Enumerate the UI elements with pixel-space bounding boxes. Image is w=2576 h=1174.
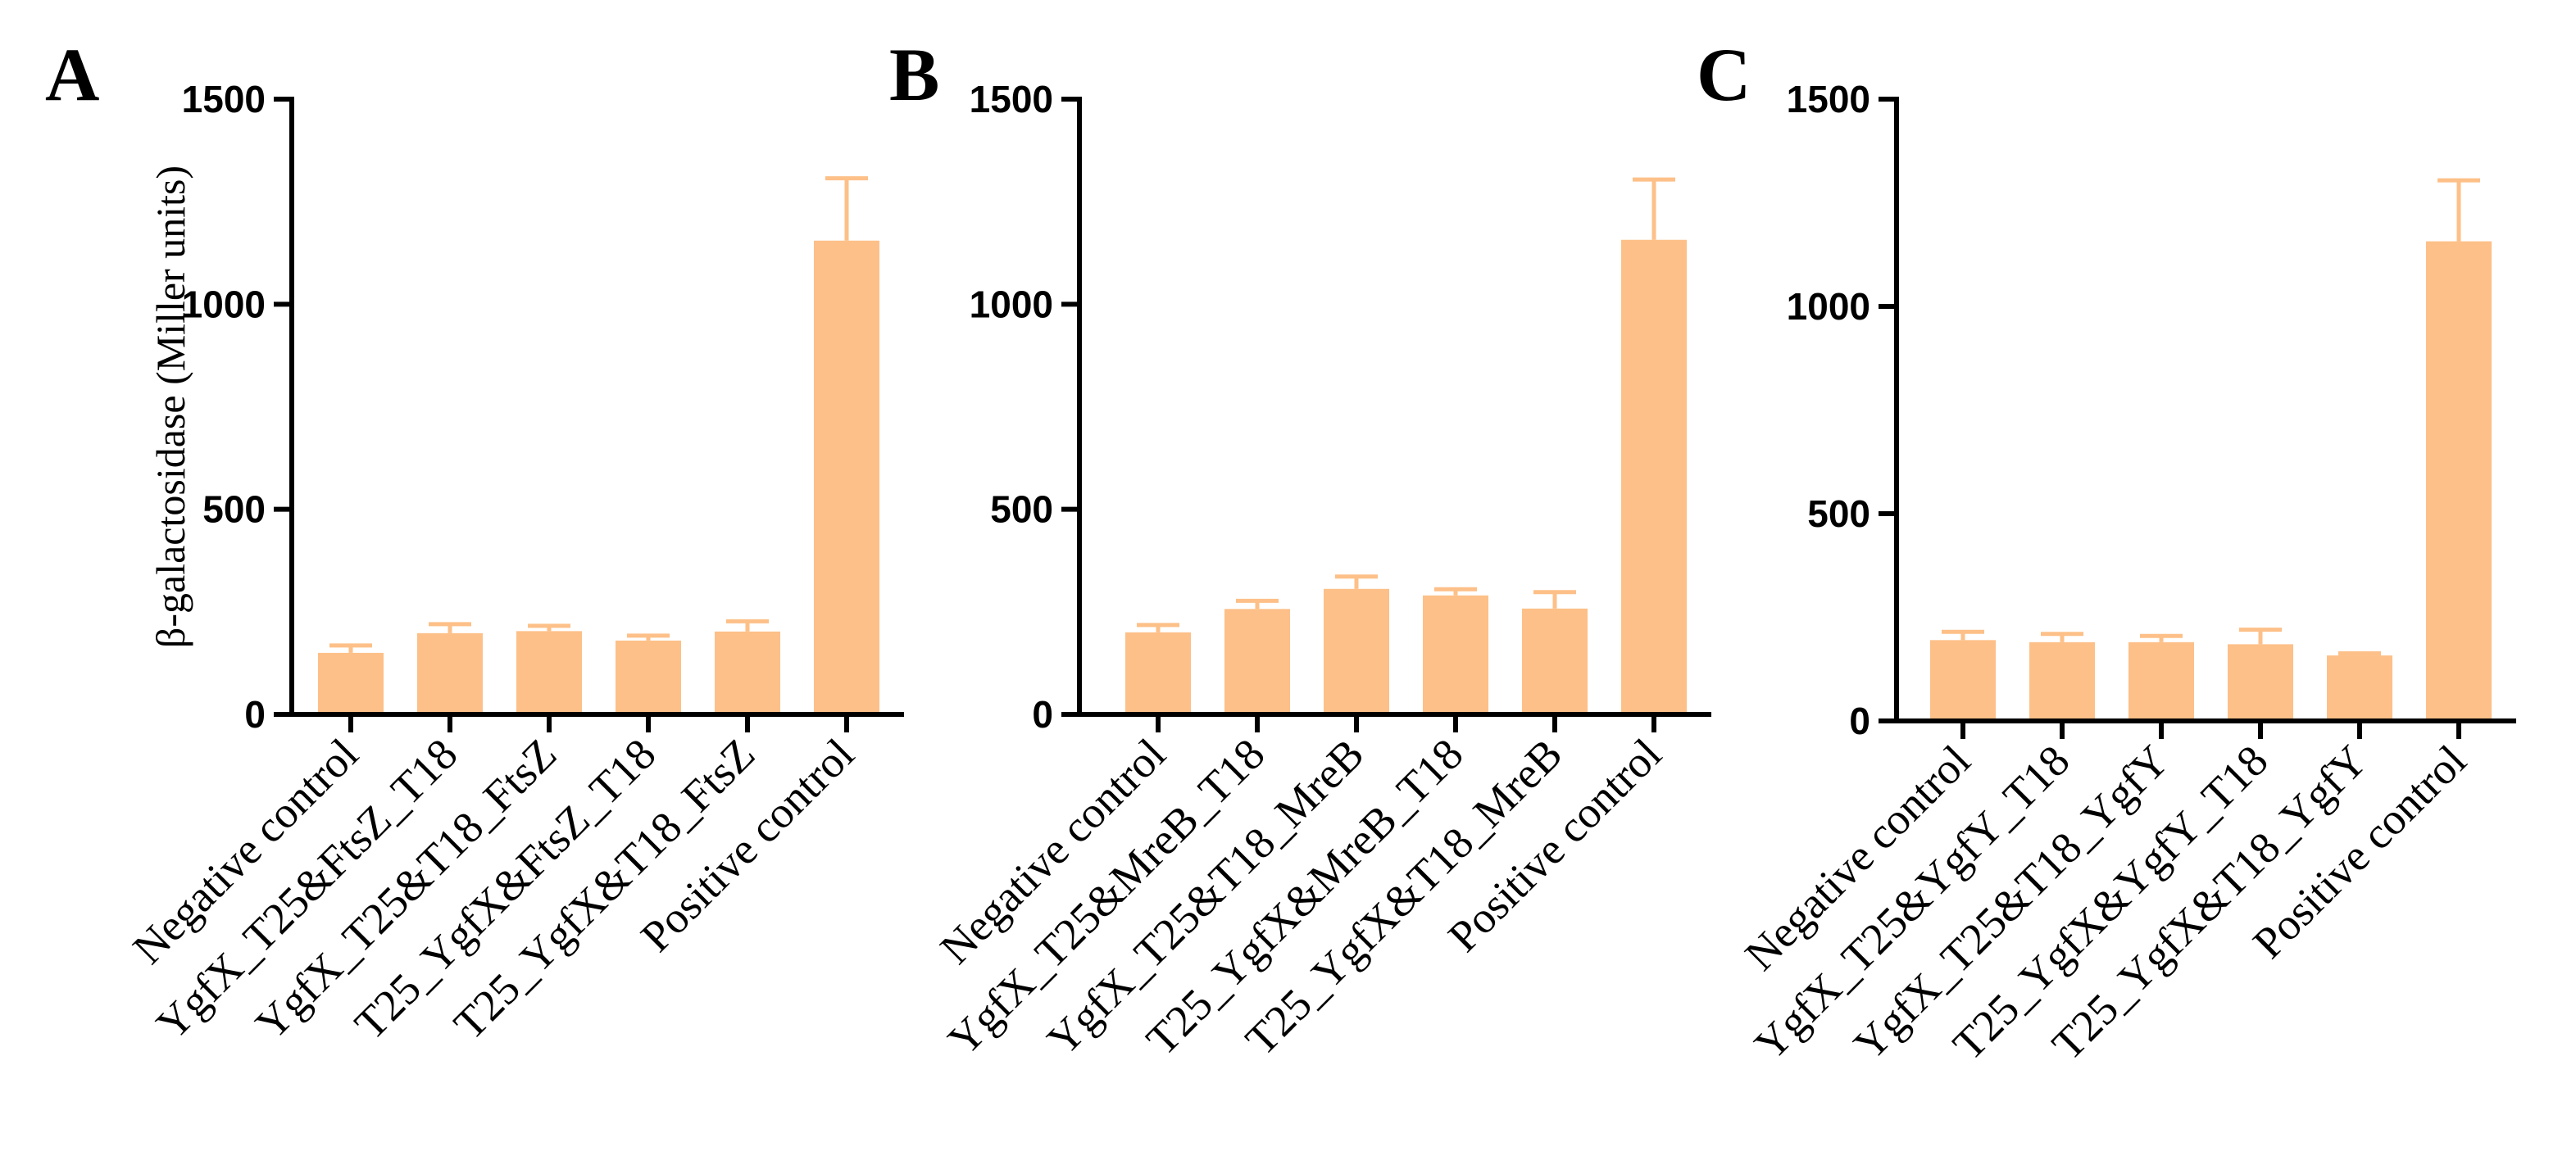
y-tick-label: 0 xyxy=(1849,700,1870,742)
bar xyxy=(2029,641,2095,721)
panel-letter: C xyxy=(1697,33,1751,116)
bar xyxy=(616,640,681,714)
bar xyxy=(516,631,582,714)
y-tick-label: 500 xyxy=(202,488,266,531)
y-tick-label: 1000 xyxy=(182,283,266,325)
y-tick-label: 0 xyxy=(244,693,266,736)
y-tick-label: 0 xyxy=(1032,693,1053,736)
bar xyxy=(1423,595,1488,714)
bar xyxy=(2128,641,2194,721)
panel-letter: A xyxy=(45,33,99,116)
bar xyxy=(715,631,780,714)
bar xyxy=(814,240,879,715)
y-tick-label: 500 xyxy=(990,488,1053,531)
bar xyxy=(2327,655,2392,721)
y-axis-label: β-galactosidase (Miller units) xyxy=(148,165,193,648)
y-tick-label: 1500 xyxy=(970,78,1053,120)
bar xyxy=(1930,640,1996,721)
y-tick-label: 1000 xyxy=(1787,285,1870,328)
chart-panel-a: Aβ-galactosidase (Miller units) 0 500 1000 1… xyxy=(45,33,904,1049)
bar xyxy=(2426,241,2492,722)
bar xyxy=(1522,608,1588,714)
bar xyxy=(1621,239,1687,715)
bar xyxy=(1125,632,1191,714)
bar xyxy=(1324,588,1389,714)
bar xyxy=(2228,644,2293,721)
y-tick-label: 1500 xyxy=(1787,78,1870,120)
bar xyxy=(1224,609,1290,714)
y-tick-label: 1500 xyxy=(182,78,266,120)
y-tick-label: 1000 xyxy=(970,283,1053,325)
bar xyxy=(417,632,483,714)
bar xyxy=(318,652,384,714)
y-tick-label: 500 xyxy=(1807,492,1870,535)
panel-letter: B xyxy=(889,33,939,116)
